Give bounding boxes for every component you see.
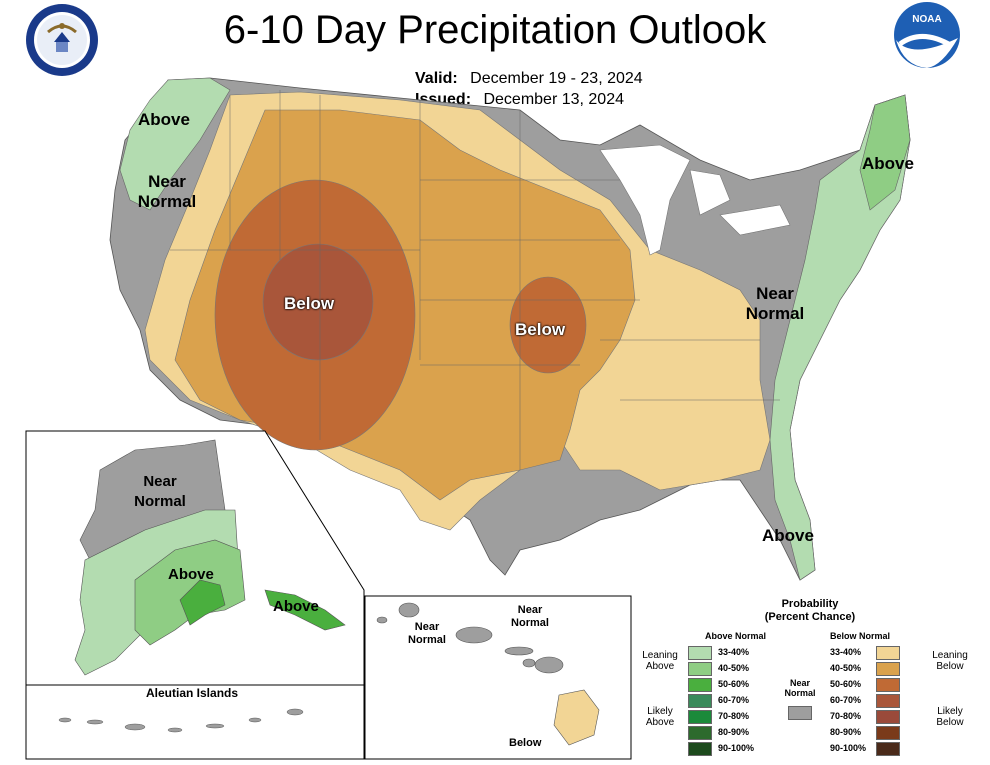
legend-below-header: Below Normal xyxy=(830,631,891,641)
legend-leaning-below: Leaning Below xyxy=(932,650,968,672)
legend-below-range: 90-100% xyxy=(830,743,867,753)
above-nw-area xyxy=(119,77,231,211)
aleutian-islands-area xyxy=(58,708,304,733)
issued-date: December 13, 2024 xyxy=(483,91,624,108)
hawaii-big-island-below-area xyxy=(553,689,600,746)
legend-above-swatch xyxy=(688,646,712,660)
legend-below-range: 40-50% xyxy=(830,663,862,673)
legend-below-swatch xyxy=(876,694,900,708)
legend-above-swatch xyxy=(688,710,712,724)
label-hi-below: Below xyxy=(509,737,542,749)
legend-above-swatch xyxy=(688,742,712,756)
legend-below-swatch xyxy=(876,710,900,724)
label-near-normal-east: Near Normal xyxy=(745,284,805,323)
label-above-florida: Above xyxy=(762,526,814,545)
label-below-west: Below xyxy=(284,294,335,313)
legend-below-swatch xyxy=(876,646,900,660)
legend-below-range: 80-90% xyxy=(830,727,862,737)
alaska-inset xyxy=(25,430,365,760)
legend-below-range: 33-40% xyxy=(830,647,862,657)
label-hi-near-normal-1: Near Normal xyxy=(408,621,446,646)
noaa-logo-text: NOAA xyxy=(912,14,941,25)
legend-above-range: 90-100% xyxy=(718,743,755,753)
below-60-70-west-area xyxy=(262,243,374,361)
label-above-ne: Above xyxy=(862,154,914,173)
commerce-seal-icon xyxy=(24,2,100,78)
legend-below-range: 70-80% xyxy=(830,711,862,721)
label-ak-near-normal: Near Normal xyxy=(134,473,186,510)
legend-leaning-above: Leaning Above xyxy=(642,650,678,672)
legend-near-normal-label: Near Normal xyxy=(784,678,816,698)
noaa-logo-icon: NOAA xyxy=(892,0,962,70)
legend-likely-above: Likely Above xyxy=(645,706,675,728)
legend-above-swatch xyxy=(688,726,712,740)
legend-above-range: 50-60% xyxy=(718,679,750,689)
legend-above-header: Above Normal xyxy=(705,631,767,641)
legend-near-normal-swatch xyxy=(788,706,812,720)
label-ak-above: Above xyxy=(168,566,214,583)
legend-below-range: 50-60% xyxy=(830,679,862,689)
legend-likely-below: Likely Below xyxy=(936,706,964,728)
label-below-central: Below xyxy=(515,320,566,339)
legend-subtitle: (Percent Chance) xyxy=(764,611,856,623)
alaska-above-50-60-area xyxy=(179,579,346,631)
legend-above-range: 33-40% xyxy=(718,647,750,657)
label-near-normal-west: Near Normal xyxy=(137,172,197,211)
legend-below-swatch xyxy=(876,742,900,756)
legend-above-range: 70-80% xyxy=(718,711,750,721)
map-title: 6-10 Day Precipitation Outlook xyxy=(223,8,767,52)
legend-below-swatch xyxy=(876,662,900,676)
label-above-nw: Above xyxy=(138,110,190,129)
valid-line: Valid: December 19 - 23, 2024 xyxy=(415,70,643,88)
legend-above-swatch xyxy=(688,662,712,676)
hawaii-maui-area xyxy=(534,656,564,674)
hawaii-near-normal-islands xyxy=(376,602,536,668)
label-aleutian-islands: Aleutian Islands xyxy=(146,686,239,700)
legend-below-range: 60-70% xyxy=(830,695,862,705)
legend-title: Probability xyxy=(781,598,839,610)
legend-above-range: 60-70% xyxy=(718,695,750,705)
great-lakes xyxy=(599,144,791,256)
legend-above-swatch xyxy=(688,678,712,692)
above-ne-40-50-area xyxy=(859,94,911,211)
legend-above-swatch xyxy=(688,694,712,708)
hawaii-inset xyxy=(364,595,632,760)
label-ak-above-se: Above xyxy=(273,598,319,615)
legend-above-range: 80-90% xyxy=(718,727,750,737)
legend: Probability (Percent Chance) Above Norma… xyxy=(640,598,980,763)
legend-below-swatch xyxy=(876,726,900,740)
valid-label: Valid: xyxy=(415,70,458,87)
label-hi-near-normal-2: Near Normal xyxy=(511,604,549,629)
state-borders xyxy=(170,90,780,470)
legend-below-swatch xyxy=(876,678,900,692)
valid-dates: December 19 - 23, 2024 xyxy=(470,70,643,87)
below-50-60-central-area xyxy=(509,276,587,374)
legend-above-range: 40-50% xyxy=(718,663,750,673)
